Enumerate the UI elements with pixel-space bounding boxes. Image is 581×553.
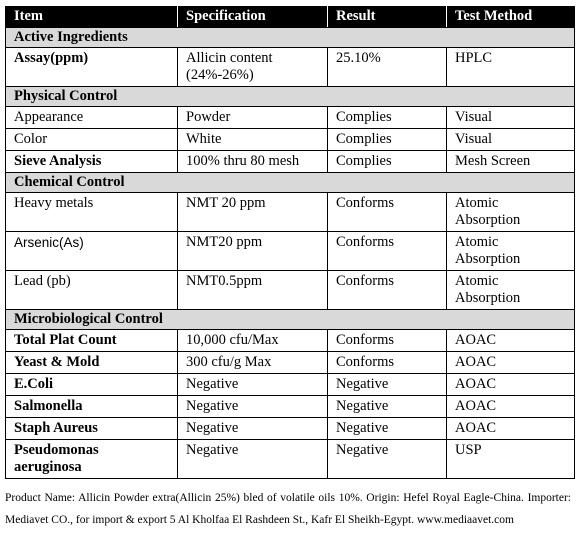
cell-result: Negative — [327, 417, 447, 440]
cell-test-method: AOAC — [446, 351, 575, 374]
table-row: Color White Complies Visual — [5, 128, 575, 151]
cell-specification: Negative — [177, 417, 328, 440]
cell-result: Negative — [327, 373, 447, 396]
table-row: Appearance Powder Complies Visual — [5, 106, 575, 129]
cell-test-method: Visual — [446, 106, 575, 129]
section-title: Microbiological Control — [5, 309, 575, 330]
cell-specification: NMT20 ppm — [177, 231, 328, 271]
cell-result: Complies — [327, 150, 447, 173]
table-row: Total Plat Count 10,000 cfu/Max Conforms AO… — [5, 329, 575, 352]
cell-item: Total Plat Count — [5, 329, 178, 352]
cell-test-method: AOAC — [446, 329, 575, 352]
specification-table: Item Specification Result Test Method Ac… — [5, 6, 575, 479]
cell-test-method: AOAC — [446, 395, 575, 418]
cell-item: Heavy metals — [5, 192, 178, 232]
cell-result: Conforms — [327, 351, 447, 374]
header-item: Item — [5, 6, 178, 28]
cell-test-method: Atomic Absorption — [446, 270, 575, 310]
cell-item: Lead (pb) — [5, 270, 178, 310]
cell-specification: 300 cfu/g Max — [177, 351, 328, 374]
table-row: Pseudomonas aeruginosa Negative Negative US… — [5, 439, 575, 479]
table-row: Arsenic(As) NMT20 ppm Conforms Atomic Absor… — [5, 231, 575, 271]
section-row: Active Ingredients — [5, 27, 575, 48]
cell-test-method: Atomic Absorption — [446, 192, 575, 232]
cell-item: E.Coli — [5, 373, 178, 396]
cell-test-method: Mesh Screen — [446, 150, 575, 173]
cell-result: 25.10% — [327, 47, 447, 87]
cell-result: Conforms — [327, 270, 447, 310]
cell-result: Complies — [327, 106, 447, 129]
header-test-method: Test Method — [446, 6, 575, 28]
table-header-row: Item Specification Result Test Method — [5, 6, 575, 28]
cell-specification: 100% thru 80 mesh — [177, 150, 328, 173]
cell-item: Assay(ppm) — [5, 47, 178, 87]
table-row: Salmonella Negative Negative AOAC — [5, 395, 575, 418]
cell-specification: NMT0.5ppm — [177, 270, 328, 310]
header-specification: Specification — [177, 6, 328, 28]
cell-item: Appearance — [5, 106, 178, 129]
cell-item: Pseudomonas aeruginosa — [5, 439, 178, 479]
table-row: E.Coli Negative Negative AOAC — [5, 373, 575, 396]
product-footer-note: Product Name: Allicin Powder extra(Allic… — [5, 492, 571, 526]
cell-item: Arsenic(As) — [5, 231, 178, 271]
cell-specification: Allicin content (24%-26%) — [177, 47, 328, 87]
cell-specification: Negative — [177, 395, 328, 418]
cell-test-method: Visual — [446, 128, 575, 151]
section-title: Physical Control — [5, 86, 575, 107]
cell-specification: 10,000 cfu/Max — [177, 329, 328, 352]
cell-item: Sieve Analysis — [5, 150, 178, 173]
table-row: Yeast & Mold 300 cfu/g Max Conforms AOAC — [5, 351, 575, 374]
cell-test-method: USP — [446, 439, 575, 479]
cell-specification: White — [177, 128, 328, 151]
cell-result: Conforms — [327, 231, 447, 271]
table-row: Sieve Analysis 100% thru 80 mesh Complies M… — [5, 150, 575, 173]
cell-test-method: AOAC — [446, 417, 575, 440]
cell-item: Color — [5, 128, 178, 151]
cell-test-method: Atomic Absorption — [446, 231, 575, 271]
table-row: Heavy metals NMT 20 ppm Conforms Atomic Abs… — [5, 192, 575, 232]
cell-result: Conforms — [327, 329, 447, 352]
section-row: Microbiological Control — [5, 309, 575, 330]
cell-result: Complies — [327, 128, 447, 151]
cell-item: Yeast & Mold — [5, 351, 178, 374]
cell-result: Conforms — [327, 192, 447, 232]
cell-result: Negative — [327, 439, 447, 479]
cell-item: Staph Aureus — [5, 417, 178, 440]
cell-test-method: HPLC — [446, 47, 575, 87]
cell-specification: Negative — [177, 439, 328, 479]
header-result: Result — [327, 6, 447, 28]
cell-item: Salmonella — [5, 395, 178, 418]
section-row: Physical Control — [5, 86, 575, 107]
table-body: Active Ingredients Assay(ppm) Allicin cont… — [5, 27, 575, 479]
section-title: Active Ingredients — [5, 27, 575, 48]
table-row: Assay(ppm) Allicin content (24%-26%) 25.10… — [5, 47, 575, 87]
table-row: Lead (pb) NMT0.5ppm Conforms Atomic Absorpt… — [5, 270, 575, 310]
section-title: Chemical Control — [5, 172, 575, 193]
section-row: Chemical Control — [5, 172, 575, 193]
cell-test-method: AOAC — [446, 373, 575, 396]
table-row: Staph Aureus Negative Negative AOAC — [5, 417, 575, 440]
cell-specification: Negative — [177, 373, 328, 396]
cell-specification: Powder — [177, 106, 328, 129]
cell-specification: NMT 20 ppm — [177, 192, 328, 232]
cell-result: Negative — [327, 395, 447, 418]
